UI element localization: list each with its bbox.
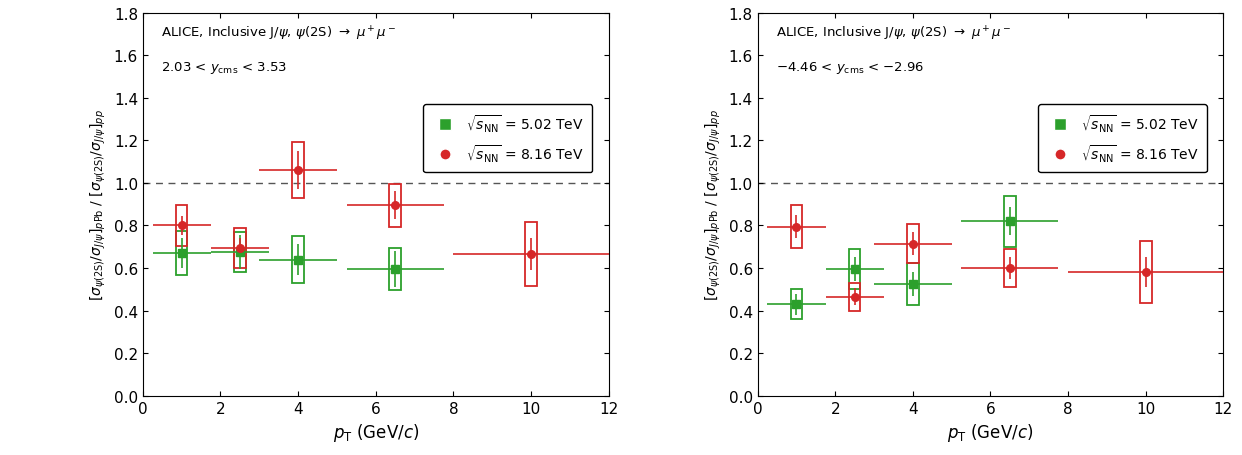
Text: ALICE, Inclusive J/$\psi$, $\psi$(2S) $\rightarrow$ $\mu^+\mu^-$: ALICE, Inclusive J/$\psi$, $\psi$(2S) $\… <box>776 25 1011 43</box>
Text: $-$4.46 < $y_{\mathrm{cms}}$ < $-$2.96: $-$4.46 < $y_{\mathrm{cms}}$ < $-$2.96 <box>776 60 925 76</box>
Text: 2.03 < $y_{\mathrm{cms}}$ < 3.53: 2.03 < $y_{\mathrm{cms}}$ < 3.53 <box>161 60 288 76</box>
X-axis label: $p_{\rm T}$ (GeV/$c$): $p_{\rm T}$ (GeV/$c$) <box>948 421 1033 443</box>
Legend: $\sqrt{s_{\mathrm{NN}}}$ = 5.02 TeV, $\sqrt{s_{\mathrm{NN}}}$ = 8.16 TeV: $\sqrt{s_{\mathrm{NN}}}$ = 5.02 TeV, $\s… <box>1038 105 1207 173</box>
Legend: $\sqrt{s_{\mathrm{NN}}}$ = 5.02 TeV, $\sqrt{s_{\mathrm{NN}}}$ = 8.16 TeV: $\sqrt{s_{\mathrm{NN}}}$ = 5.02 TeV, $\s… <box>424 105 592 173</box>
Y-axis label: $[\sigma_{\psi(\rm 2S)}/\sigma_{J/\psi}]_{p\rm Pb}$ / $[\sigma_{\psi(\rm 2S)}/\s: $[\sigma_{\psi(\rm 2S)}/\sigma_{J/\psi}]… <box>704 109 723 300</box>
X-axis label: $p_{\rm T}$ (GeV/$c$): $p_{\rm T}$ (GeV/$c$) <box>333 421 419 443</box>
Y-axis label: $[\sigma_{\psi(\rm 2S)}/\sigma_{J/\psi}]_{p\rm Pb}$ / $[\sigma_{\psi(\rm 2S)}/\s: $[\sigma_{\psi(\rm 2S)}/\sigma_{J/\psi}]… <box>89 109 108 300</box>
Text: ALICE, Inclusive J/$\psi$, $\psi$(2S) $\rightarrow$ $\mu^+\mu^-$: ALICE, Inclusive J/$\psi$, $\psi$(2S) $\… <box>161 25 396 43</box>
